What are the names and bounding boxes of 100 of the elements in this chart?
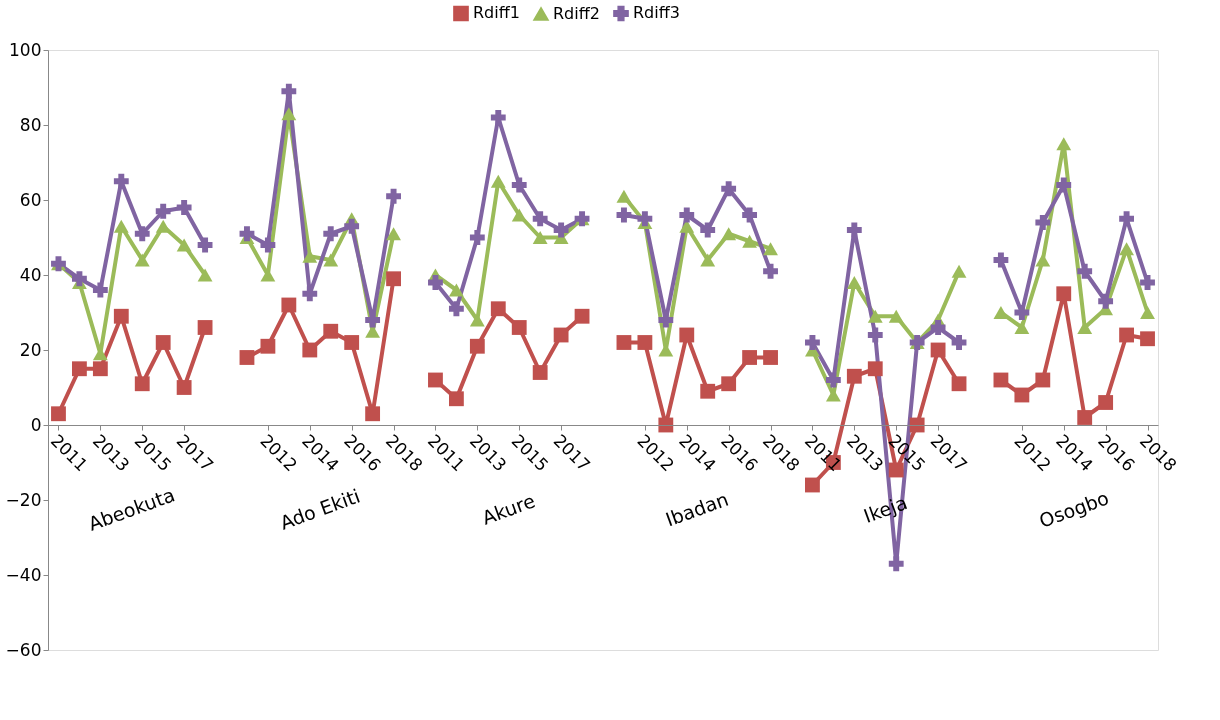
point: [951, 264, 967, 278]
point: [742, 207, 758, 223]
point: [386, 188, 401, 204]
point: [532, 365, 548, 380]
point: [637, 335, 653, 350]
point: [553, 222, 569, 238]
point: [616, 207, 632, 223]
point: [1035, 372, 1051, 388]
annotation: Ibadan: [662, 487, 732, 531]
point: [1014, 305, 1030, 320]
point: [1014, 387, 1030, 403]
point: [490, 301, 506, 317]
point: [92, 361, 108, 377]
point: [867, 361, 883, 377]
point: [1056, 286, 1072, 302]
point: [805, 477, 820, 493]
y-tick-label: 40: [19, 264, 42, 285]
point: [679, 207, 695, 223]
point: [846, 222, 862, 238]
point: [1119, 242, 1134, 256]
point: [951, 376, 967, 392]
point: [763, 242, 778, 256]
point: [386, 227, 401, 241]
legend-label: Rdiff2: [553, 3, 600, 23]
point: [930, 320, 946, 335]
point: [490, 174, 506, 188]
point: [302, 342, 318, 358]
point: [281, 83, 297, 99]
point: [511, 177, 527, 193]
point: [1077, 263, 1093, 279]
point: [511, 208, 527, 222]
point: [51, 406, 66, 422]
point: [72, 271, 87, 287]
point: [1056, 177, 1072, 193]
point: [155, 203, 171, 219]
point: [532, 231, 548, 244]
point: [155, 219, 171, 233]
point: [134, 253, 150, 267]
point: [134, 376, 150, 392]
point: [197, 237, 213, 253]
point: [553, 327, 569, 343]
point: [700, 222, 716, 238]
point: [637, 211, 653, 227]
point: [616, 335, 632, 350]
point: [260, 237, 276, 253]
point: [469, 230, 485, 245]
annotation: Ikeja: [860, 491, 911, 528]
point: [574, 308, 590, 324]
point: [469, 338, 485, 354]
point: [323, 323, 339, 339]
legend-label: Rdiff3: [633, 3, 680, 23]
point: [113, 308, 129, 324]
point: [951, 335, 967, 350]
point: [846, 368, 862, 384]
y-tick-label: 20: [19, 339, 42, 360]
point: [490, 110, 506, 125]
point: [700, 253, 716, 267]
point: [176, 200, 192, 215]
point: [930, 342, 946, 358]
point: [867, 309, 883, 323]
point: [176, 380, 192, 395]
point: [323, 226, 339, 242]
point: [763, 263, 778, 279]
point: [197, 268, 213, 282]
point: [721, 181, 737, 197]
point: [344, 218, 360, 234]
point: [344, 335, 360, 350]
y-tick-label: 0: [30, 414, 42, 435]
point: [1119, 327, 1134, 343]
point: [742, 350, 758, 365]
y-tick-label: −20: [5, 489, 42, 510]
legend-label: Rdiff1: [473, 3, 520, 23]
point: [365, 312, 381, 328]
point: [365, 406, 381, 422]
point: [1035, 253, 1051, 267]
point: [721, 376, 737, 392]
annotation: Osogbo: [1036, 486, 1112, 532]
point: [1140, 306, 1155, 319]
point: [658, 312, 674, 328]
point: [511, 320, 527, 335]
point: [176, 238, 192, 252]
y-tick-label: 80: [19, 114, 42, 135]
point: [700, 383, 716, 399]
point: [448, 391, 464, 407]
point: [805, 335, 820, 350]
point: [1140, 331, 1155, 347]
point: [867, 327, 883, 343]
point: [763, 350, 778, 365]
point: [532, 211, 548, 227]
point: [993, 306, 1009, 319]
y-tick-label: −60: [5, 639, 42, 660]
point: [448, 301, 464, 317]
point: [323, 253, 339, 267]
point: [721, 227, 737, 241]
point: [302, 286, 318, 302]
point: [386, 271, 401, 287]
y-tick-label: 60: [19, 189, 42, 210]
point: [197, 320, 213, 335]
point: [1014, 321, 1030, 334]
point: [428, 372, 443, 388]
